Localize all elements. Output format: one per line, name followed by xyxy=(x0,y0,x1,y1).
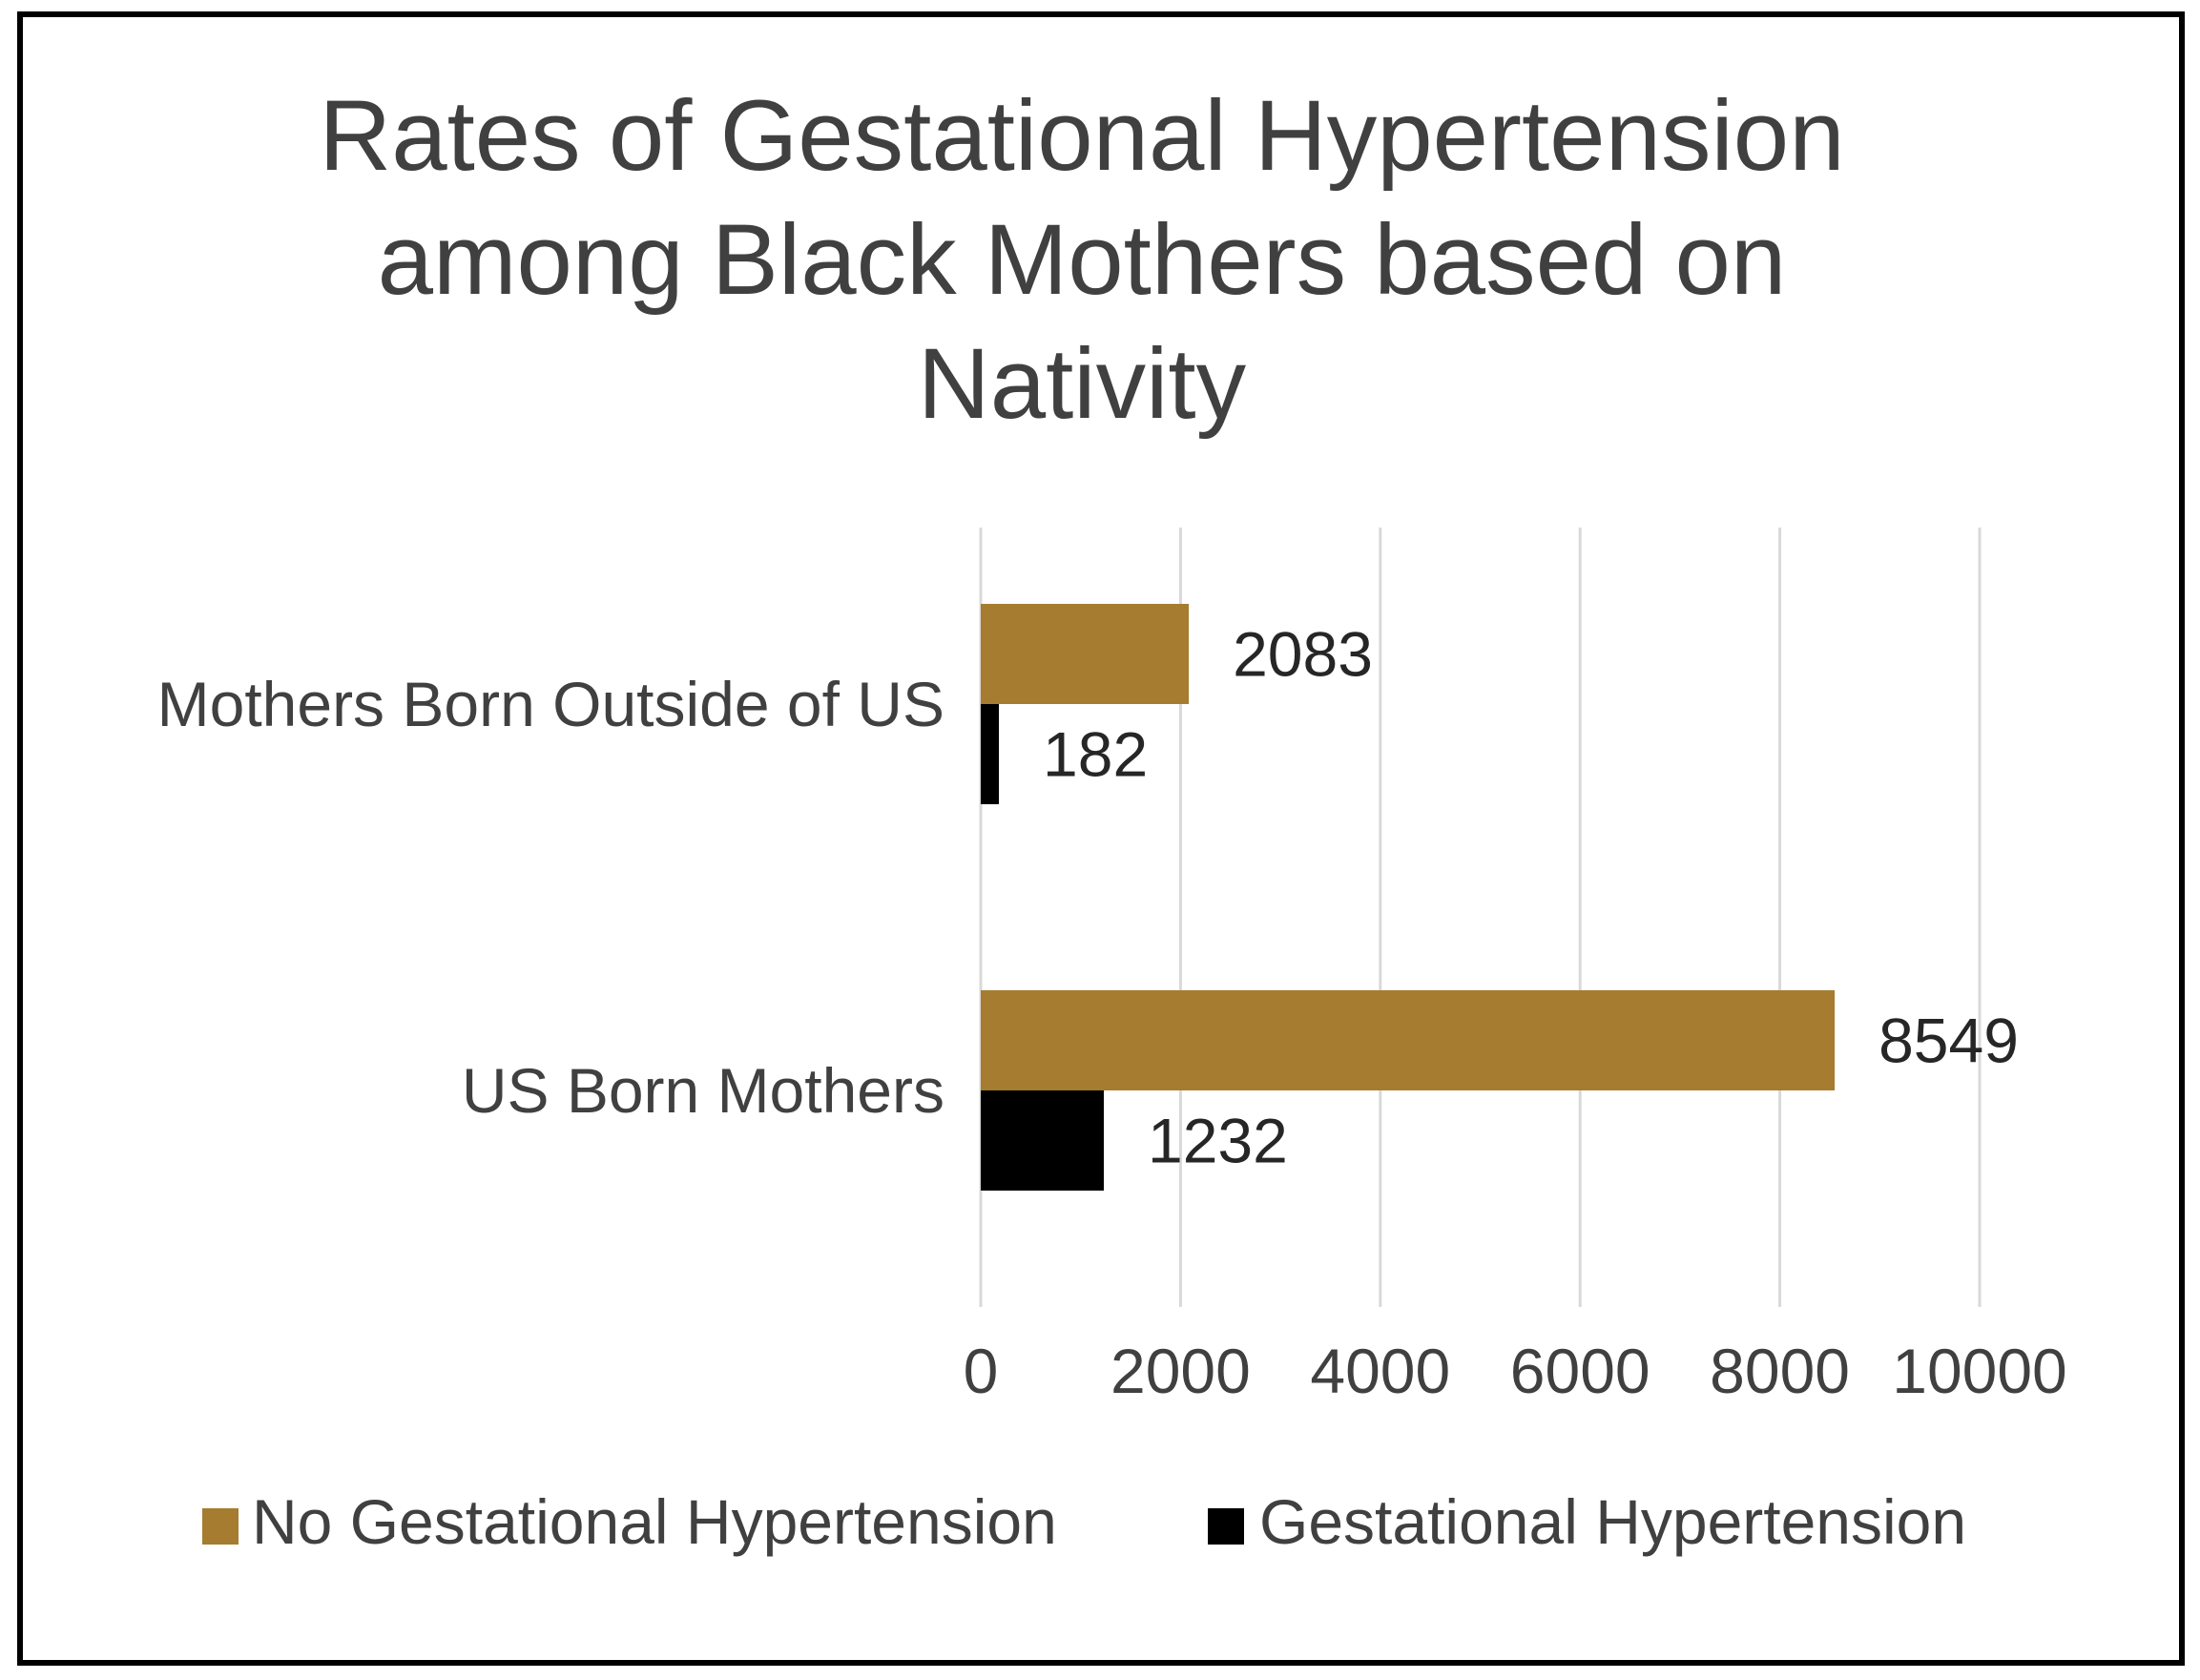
legend-swatch-gestational-hypertension xyxy=(1208,1508,1244,1545)
x-tick-label-2000: 2000 xyxy=(1110,1336,1251,1406)
chart-title-line-3: Nativity xyxy=(918,328,1247,440)
x-tick-label-10000: 10000 xyxy=(1892,1336,2067,1406)
chart-canvas: Rates of Gestational Hypertension among … xyxy=(157,80,2067,1557)
bar-gestational-hypertension-1 xyxy=(981,1090,1104,1191)
chart-title-line-2: among Black Mothers based on xyxy=(378,204,1787,316)
category-axis: Mothers Born Outside of US US Born Mother… xyxy=(157,669,944,1126)
bar-gestational-hypertension-0 xyxy=(981,704,1000,804)
chart-frame: Rates of Gestational Hypertension among … xyxy=(17,11,2185,1666)
data-label-no-gestational-hypertension-0: 2083 xyxy=(1233,619,1373,690)
data-label-gestational-hypertension-1: 1232 xyxy=(1148,1106,1288,1176)
bars xyxy=(981,604,1836,1191)
legend: No Gestational Hypertension Gestational H… xyxy=(202,1486,1966,1557)
x-tick-label-8000: 8000 xyxy=(1710,1336,1850,1406)
x-tick-label-4000: 4000 xyxy=(1310,1336,1450,1406)
legend-label-no-gestational-hypertension: No Gestational Hypertension xyxy=(252,1486,1057,1557)
category-label-0: Mothers Born Outside of US xyxy=(157,669,944,739)
x-tick-label-0: 0 xyxy=(964,1336,999,1406)
legend-swatch-no-gestational-hypertension xyxy=(202,1508,239,1545)
legend-label-gestational-hypertension: Gestational Hypertension xyxy=(1259,1486,1966,1557)
x-tick-label-6000: 6000 xyxy=(1510,1336,1650,1406)
chart-title-line-1: Rates of Gestational Hypertension xyxy=(319,80,1844,192)
value-axis: 0 2000 4000 6000 8000 10000 xyxy=(964,1336,2067,1406)
chart-title: Rates of Gestational Hypertension among … xyxy=(319,80,1844,440)
data-label-no-gestational-hypertension-1: 8549 xyxy=(1878,1006,2019,1076)
bar-no-gestational-hypertension-1 xyxy=(981,990,1836,1090)
data-label-gestational-hypertension-0: 182 xyxy=(1043,719,1148,790)
data-labels: 2083 182 8549 1232 xyxy=(1043,619,2019,1176)
category-label-1: US Born Mothers xyxy=(462,1055,944,1126)
bar-no-gestational-hypertension-0 xyxy=(981,604,1190,704)
